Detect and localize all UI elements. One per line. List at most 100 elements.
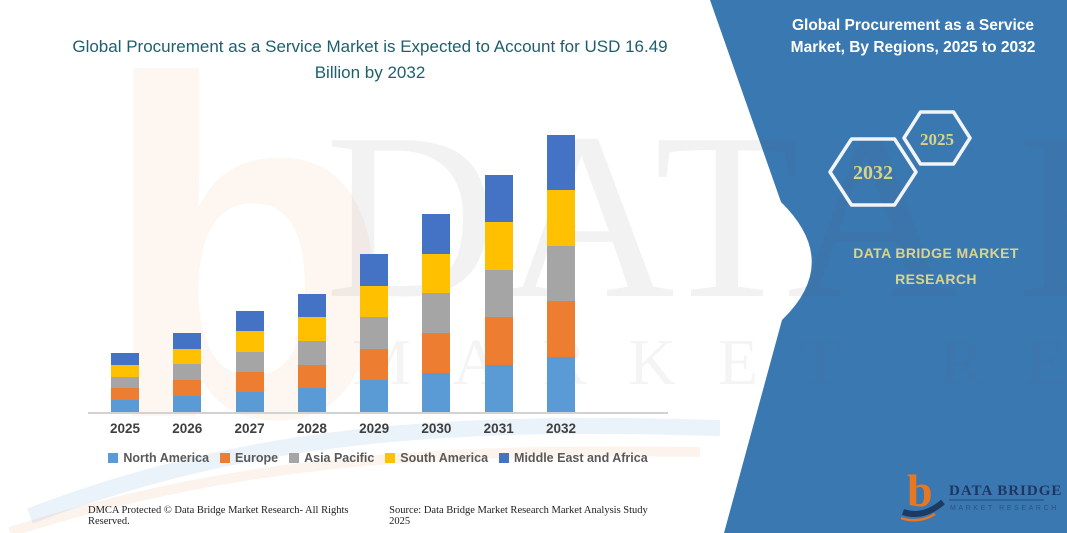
bar-2030 [422,214,451,412]
side-panel-heading: Global Procurement as a Service Market, … [790,17,1036,57]
x-tick-label-2030: 2030 [421,421,452,436]
stacked-bar-chart [111,135,575,412]
bar-2031 [484,175,513,412]
segment-south-america-2028 [297,317,326,341]
x-tick-label-2026: 2026 [172,421,203,436]
segment-south-america-2027 [235,331,264,352]
legend-swatch-asia-pacific [289,453,300,463]
segment-asia-pacific-2027 [235,351,264,372]
segment-north-america-2030 [422,372,451,412]
legend-label-europe: Europe [235,451,279,465]
x-tick-2029: 2029 [359,421,390,436]
footer-dmca-text: DMCA Protected © Data Bridge Market Rese… [88,505,349,527]
legend-swatch-south-america [385,453,396,463]
segment-north-america-2029 [360,380,389,412]
segment-middle-east-and-africa-2029 [360,254,389,286]
bar-2025 [111,352,139,412]
segment-north-america-2027 [235,391,264,412]
segment-europe-2027 [235,371,264,392]
segment-middle-east-and-africa-2026 [173,332,202,349]
x-tick-2030: 2030 [421,421,452,436]
x-tick-label-2032: 2032 [545,421,576,436]
segment-middle-east-and-africa-2027 [235,311,264,332]
logo-b-icon: b [907,465,933,516]
segment-south-america-2026 [173,348,202,365]
page-title: Global Procurement as a Service Market i… [72,37,668,82]
legend-label-middle-east-and-africa: Middle East and Africa [514,451,648,465]
hexagon-2025-label: 2025 [920,130,954,149]
segment-north-america-2025 [111,400,139,412]
hexagon-2032-label: 2032 [853,162,893,184]
x-tick-2027: 2027 [234,421,265,436]
segment-north-america-2032 [546,356,575,412]
brand-name-text: DATA BRIDGE MARKET RESEARCH [853,245,1019,287]
segment-europe-2030 [422,333,451,373]
segment-asia-pacific-2026 [173,364,202,381]
segment-middle-east-and-africa-2028 [297,293,326,318]
footer: DMCA Protected © Data Bridge Market Rese… [88,505,668,527]
legend-item-asia-pacific: Asia Pacific [289,451,374,465]
legend-label-asia-pacific: Asia Pacific [304,451,375,465]
footer-source-text: Source: Data Bridge Market Research Mark… [389,505,648,527]
company-logo: b DATA BRIDGE MARKET RESEARCH [901,465,1061,522]
x-tick-2026: 2026 [172,421,203,436]
segment-asia-pacific-2032 [546,245,575,302]
logo-title: DATA BRIDGE [949,483,1061,499]
segment-north-america-2028 [297,388,326,412]
segment-south-america-2030 [422,253,451,294]
legend-label-south-america: South America [400,451,489,465]
segment-middle-east-and-africa-2032 [546,135,575,191]
chart-legend: North America Europe Asia Pacific South Ame… [80,451,676,465]
legend-swatch-europe [220,453,231,463]
bar-2027 [235,311,264,412]
segment-europe-2032 [546,301,575,357]
x-tick-2028: 2028 [296,421,327,436]
legend-item-south-america: South America [385,451,488,465]
x-axis-line [88,412,668,414]
segment-asia-pacific-2031 [484,269,513,318]
x-tick-label-2031: 2031 [483,421,514,436]
legend-item-middle-east-and-africa: Middle East and Africa [499,451,648,465]
segment-middle-east-and-africa-2025 [111,352,139,365]
segment-north-america-2026 [173,396,202,412]
legend-item-europe: Europe [220,451,278,465]
x-tick-label-2029: 2029 [359,421,390,436]
year-hexagons: 2032 2025 [828,110,972,207]
segment-asia-pacific-2030 [422,293,451,333]
x-tick-2025: 2025 [109,421,141,436]
x-tick-2031: 2031 [483,421,514,436]
logo-subtitle: MARKET RESEARCH [950,505,1059,512]
segment-europe-2028 [297,364,326,389]
segment-europe-2029 [360,348,389,381]
bar-2026 [173,332,202,412]
blue-panel-polygon [710,0,1067,533]
legend-swatch-north-america [108,453,119,463]
segment-north-america-2031 [484,364,513,412]
legend-item-north-america: North America [108,451,209,465]
logo-swoosh-icon [902,499,945,517]
segment-europe-2031 [484,317,513,365]
segment-south-america-2029 [360,285,389,318]
bar-2028 [297,293,326,412]
bar-2032 [546,135,575,412]
segment-south-america-2032 [546,190,575,246]
segment-asia-pacific-2025 [111,376,139,389]
segment-asia-pacific-2029 [360,317,389,349]
x-tick-label-2027: 2027 [234,421,265,436]
segment-south-america-2031 [484,222,513,270]
segment-middle-east-and-africa-2031 [484,175,513,223]
x-axis-tick-labels: 2025 2026 2027 2028 2029 2030 2031 2032 [109,421,576,436]
x-tick-2032: 2032 [545,421,576,436]
segment-south-america-2025 [111,364,139,377]
segment-europe-2025 [111,388,139,401]
logo-swoosh-accent-icon [901,512,936,522]
x-tick-label-2025: 2025 [109,421,141,436]
segment-europe-2026 [173,380,202,397]
segment-asia-pacific-2028 [297,340,326,365]
x-tick-label-2028: 2028 [296,421,327,436]
legend-label-north-america: North America [123,451,210,465]
hexagon-2032-icon: 2032 [828,137,918,207]
segment-middle-east-and-africa-2030 [422,214,451,254]
